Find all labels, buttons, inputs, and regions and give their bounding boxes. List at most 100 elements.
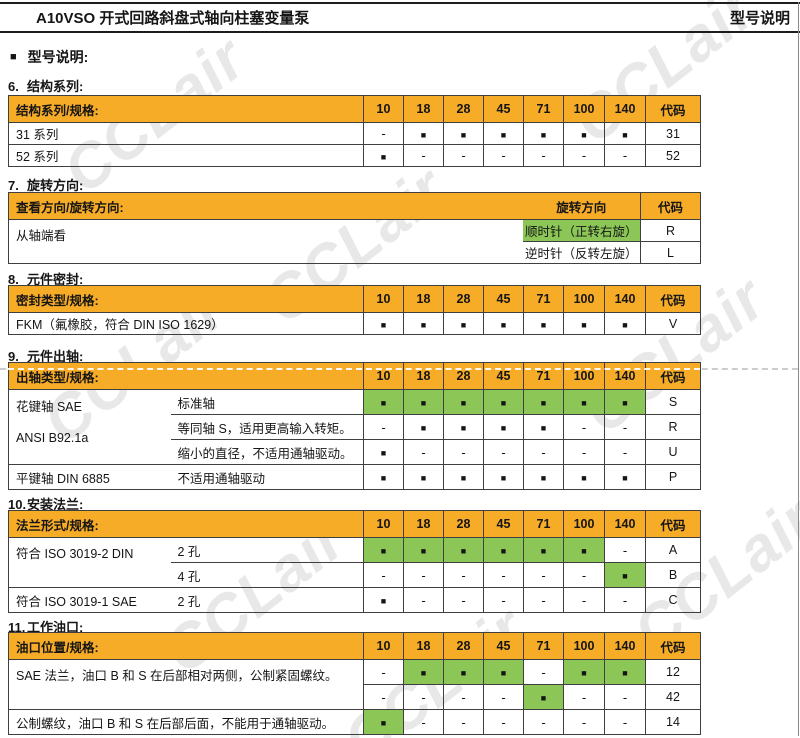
column-header-size: 10 (363, 362, 404, 390)
availability-square-icon: ■ (380, 398, 387, 408)
matrix-cell: - (443, 144, 484, 167)
doc-title: A10VSO 开式回路斜盘式轴向柱塞变量泵 (36, 10, 310, 27)
section-title: 安装法兰: (27, 497, 84, 512)
heading-text: 型号说明: (27, 49, 89, 65)
not-available-dash: - (461, 444, 466, 460)
column-header-size: 18 (403, 95, 444, 123)
not-available-dash: - (622, 592, 628, 608)
not-available-dash: - (581, 592, 587, 608)
matrix-cell: - (523, 144, 564, 167)
availability-square-icon: ■ (540, 693, 547, 703)
matrix-cell: - (483, 439, 524, 465)
column-header-size: 45 (483, 95, 524, 123)
availability-square-icon: ■ (420, 423, 427, 433)
column-header-code: 代码 (645, 632, 701, 660)
availability-square-icon: ■ (460, 398, 467, 408)
availability-square-icon: ■ (581, 668, 587, 678)
group-label: 符合 ISO 3019-1 SAE (8, 587, 171, 613)
not-available-dash: - (461, 714, 466, 730)
sub-label: 2 孔 (170, 537, 364, 563)
matrix-cell: - (403, 684, 444, 710)
matrix-cell: - (523, 439, 564, 465)
matrix-cell: - (604, 709, 646, 735)
availability-square-icon: ■ (420, 546, 427, 556)
sub-label: 缩小的直径，不适用通轴驱动。 (170, 439, 364, 465)
column-header-size: 71 (523, 95, 564, 123)
matrix-cell: ■ (363, 709, 404, 735)
direction-cell: 顺时针（正转右旋） (522, 219, 641, 242)
matrix-cell: - (523, 659, 564, 685)
matrix-cell: ■ (523, 414, 564, 440)
column-header-size: 71 (523, 510, 564, 538)
not-available-dash: - (501, 444, 506, 460)
section-label: 10.安装法兰: (8, 494, 83, 513)
matrix-cell: - (563, 414, 605, 440)
matrix-cell: - (403, 144, 444, 167)
matrix-cell: ■ (363, 464, 404, 490)
availability-square-icon: ■ (500, 319, 507, 330)
matrix-cell: ■ (363, 587, 404, 613)
not-available-dash: - (381, 689, 386, 705)
column-header-size: 28 (443, 510, 484, 538)
matrix-cell: ■ (403, 312, 444, 335)
column-header-size: 45 (483, 362, 524, 390)
matrix-cell: - (483, 709, 524, 735)
matrix-cell: - (604, 537, 646, 563)
matrix-cell: ■ (403, 464, 444, 490)
matrix-cell: - (523, 587, 564, 613)
matrix-cell: - (483, 684, 524, 710)
matrix-cell: - (443, 439, 484, 465)
matrix-cell: - (443, 684, 484, 710)
column-header-size: 18 (403, 362, 444, 390)
availability-square-icon: ■ (540, 473, 547, 483)
matrix-cell: ■ (483, 659, 524, 685)
availability-square-icon: ■ (380, 319, 387, 330)
table-mounting-flange: 法兰形式/规格: 10 18 28 45 71 100 140 代码 符合 ISO 3019-2 … (8, 510, 701, 613)
row-label: 公制螺纹，油口 B 和 S 在后部后面，不能用于通轴驱动。 (8, 709, 364, 735)
section-label: 9. 元件出轴: (8, 346, 83, 365)
availability-square-icon: ■ (460, 319, 467, 330)
matrix-cell: - (604, 144, 646, 167)
column-header-size: 28 (443, 95, 484, 123)
matrix-cell: - (403, 587, 444, 613)
column-header-size: 100 (563, 632, 605, 660)
not-available-dash: - (581, 444, 587, 460)
availability-square-icon: ■ (581, 473, 587, 483)
group-label: 花键轴 SAE ANSI B92.1a (8, 389, 171, 465)
column-header-size: 10 (363, 510, 404, 538)
section-number: 6. (8, 79, 19, 94)
matrix-cell: ■ (563, 312, 605, 335)
column-header-size: 140 (604, 362, 646, 390)
matrix-cell: - (403, 709, 444, 735)
column-header-size: 18 (403, 285, 444, 313)
not-available-dash: - (541, 567, 546, 583)
matrix-cell: ■ (563, 537, 605, 563)
column-header-size: 71 (523, 362, 564, 390)
matrix-cell: - (443, 587, 484, 613)
table-working-ports: 油口位置/规格: 10 18 28 45 71 100 140 代码 SAE 法兰，油口 B 和 … (8, 632, 701, 735)
table-rotation-direction: 查看方向/旋转方向: 旋转方向 代码 从轴端看 顺时针（正转右旋） R 逆时针（反转左旋） L (8, 192, 701, 264)
matrix-cell: - (523, 709, 564, 735)
matrix-cell: ■ (483, 464, 524, 490)
availability-square-icon: ■ (500, 473, 507, 483)
sub-label: 标准轴 (170, 389, 364, 415)
matrix-cell: ■ (403, 537, 444, 563)
availability-square-icon: ■ (540, 546, 547, 556)
availability-square-icon: ■ (540, 398, 547, 408)
column-header-size: 28 (443, 632, 484, 660)
availability-square-icon: ■ (622, 668, 628, 678)
section-title: 元件密封: (27, 272, 84, 287)
matrix-cell: - (563, 439, 605, 465)
matrix-cell: ■ (403, 659, 444, 685)
title-bar: A10VSO 开式回路斜盘式轴向柱塞变量泵 型号说明 (0, 2, 800, 33)
matrix-cell: ■ (443, 122, 484, 145)
not-available-dash: - (421, 592, 426, 608)
availability-square-icon: ■ (420, 668, 427, 678)
row-header-label: 出轴类型/规格: (8, 362, 364, 390)
sub-label: 不适用通轴驱动 (170, 464, 364, 490)
matrix-cell: ■ (604, 312, 646, 335)
code-cell: P (645, 464, 701, 490)
availability-square-icon: ■ (540, 129, 547, 140)
code-cell: C (645, 587, 701, 613)
availability-square-icon: ■ (420, 319, 427, 330)
